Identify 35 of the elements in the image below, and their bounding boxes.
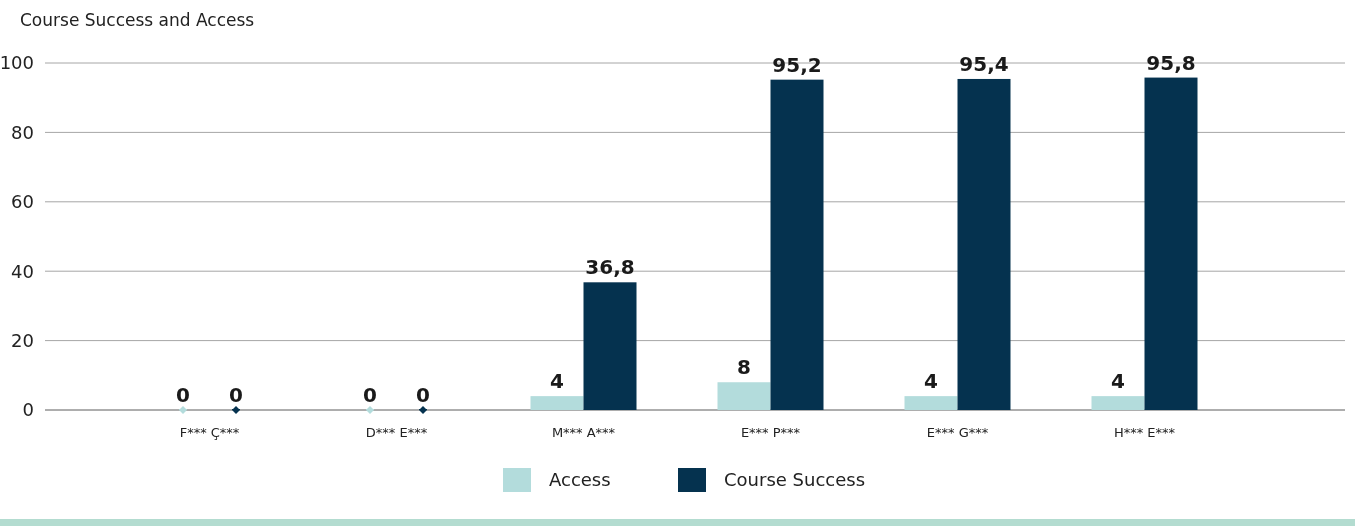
x-tick-label: F*** Ç***	[179, 425, 240, 440]
data-label: 0	[416, 383, 430, 407]
data-label: 95,4	[959, 51, 1009, 76]
x-tick-label: E*** G***	[926, 425, 989, 440]
y-tick-label: 100	[0, 52, 34, 74]
data-label: 4	[1111, 369, 1125, 394]
y-tick-label: 0	[22, 399, 34, 421]
bar	[530, 396, 584, 410]
data-label: 8	[737, 355, 751, 380]
y-tick-label: 40	[11, 260, 34, 282]
x-tick-label: H*** E***	[1113, 425, 1176, 440]
legend-label: Course Success	[724, 469, 866, 491]
x-tick-label: M*** A***	[551, 425, 616, 440]
x-tick-label: D*** E***	[365, 425, 428, 440]
bar	[904, 396, 958, 410]
y-tick-label: 60	[11, 191, 34, 213]
y-tick-label: 20	[11, 329, 34, 351]
x-tick-label: E*** P***	[740, 425, 801, 440]
data-label: 0	[363, 383, 377, 407]
chart-title: Course Success and Access	[20, 10, 255, 30]
data-label: 0	[176, 383, 190, 407]
bar	[770, 79, 824, 410]
bar	[1091, 396, 1145, 410]
data-label: 36,8	[585, 255, 635, 280]
bar	[717, 382, 771, 410]
bar	[583, 282, 637, 410]
data-label: 4	[550, 369, 564, 394]
bar	[1144, 77, 1198, 410]
data-label: 95,8	[1146, 50, 1196, 75]
legend-label: Access	[549, 469, 611, 491]
y-tick-label: 80	[11, 121, 34, 143]
data-label: 0	[229, 383, 243, 407]
data-label: 95,2	[772, 52, 822, 77]
bar	[957, 78, 1011, 410]
data-label: 4	[924, 369, 938, 394]
